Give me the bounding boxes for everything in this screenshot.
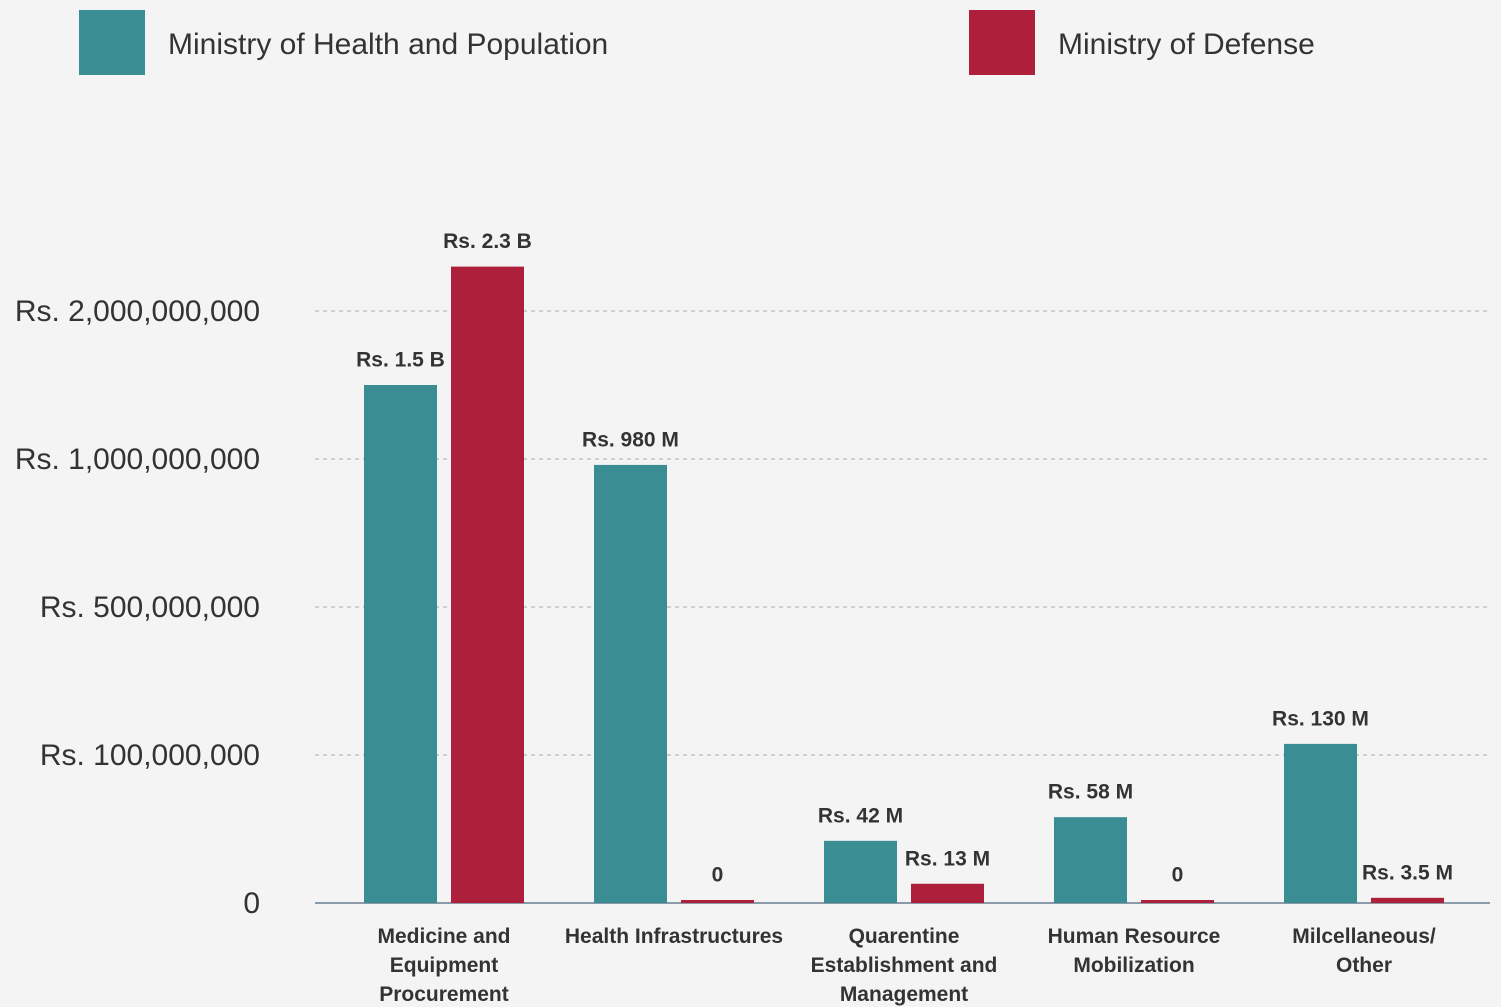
value-label: Rs. 3.5 M [1362, 861, 1453, 884]
y-tick-label: Rs. 1,000,000,000 [15, 443, 260, 476]
y-tick-label: 0 [243, 887, 260, 920]
bar [1284, 744, 1357, 903]
value-label: Rs. 58 M [1048, 781, 1133, 804]
value-label: 0 [1172, 864, 1184, 887]
legend-label: Ministry of Health and Population [168, 28, 608, 61]
bar [364, 385, 437, 903]
x-tick-label: Quarentine Establishment and Management [794, 922, 1014, 1007]
bar [824, 841, 897, 903]
chart: Ministry of Health and Population Ministr… [0, 0, 1501, 1007]
y-tick-label: Rs. 2,000,000,000 [15, 295, 260, 328]
value-label: Rs. 2.3 B [443, 230, 532, 253]
value-label: Rs. 13 M [905, 847, 990, 870]
x-tick-label: Milcellaneous/ Other [1279, 922, 1449, 980]
x-tick-label: Medicine and Equipment Procurement [334, 922, 554, 1007]
value-label: Rs. 980 M [582, 428, 679, 451]
x-tick-label: Health Infrastructures [564, 922, 784, 951]
bar [681, 900, 754, 903]
bar [1371, 898, 1444, 903]
value-label: Rs. 1.5 B [356, 349, 445, 372]
legend-swatch [969, 10, 1035, 75]
page: Ministry of Health and Population Ministr… [0, 0, 1501, 1007]
x-tick-label: Human Resource Mobilization [1024, 922, 1244, 980]
y-tick-label: Rs. 500,000,000 [40, 591, 260, 624]
bar [1141, 900, 1214, 903]
value-label: Rs. 42 M [818, 804, 903, 827]
legend-swatch [79, 10, 145, 75]
value-label: Rs. 130 M [1272, 707, 1369, 730]
legend-label: Ministry of Defense [1058, 28, 1315, 61]
value-label: 0 [712, 864, 724, 887]
bar [451, 267, 524, 903]
bar [1054, 817, 1127, 903]
bar [594, 465, 667, 903]
y-tick-label: Rs. 100,000,000 [40, 739, 260, 772]
bar [911, 884, 984, 903]
